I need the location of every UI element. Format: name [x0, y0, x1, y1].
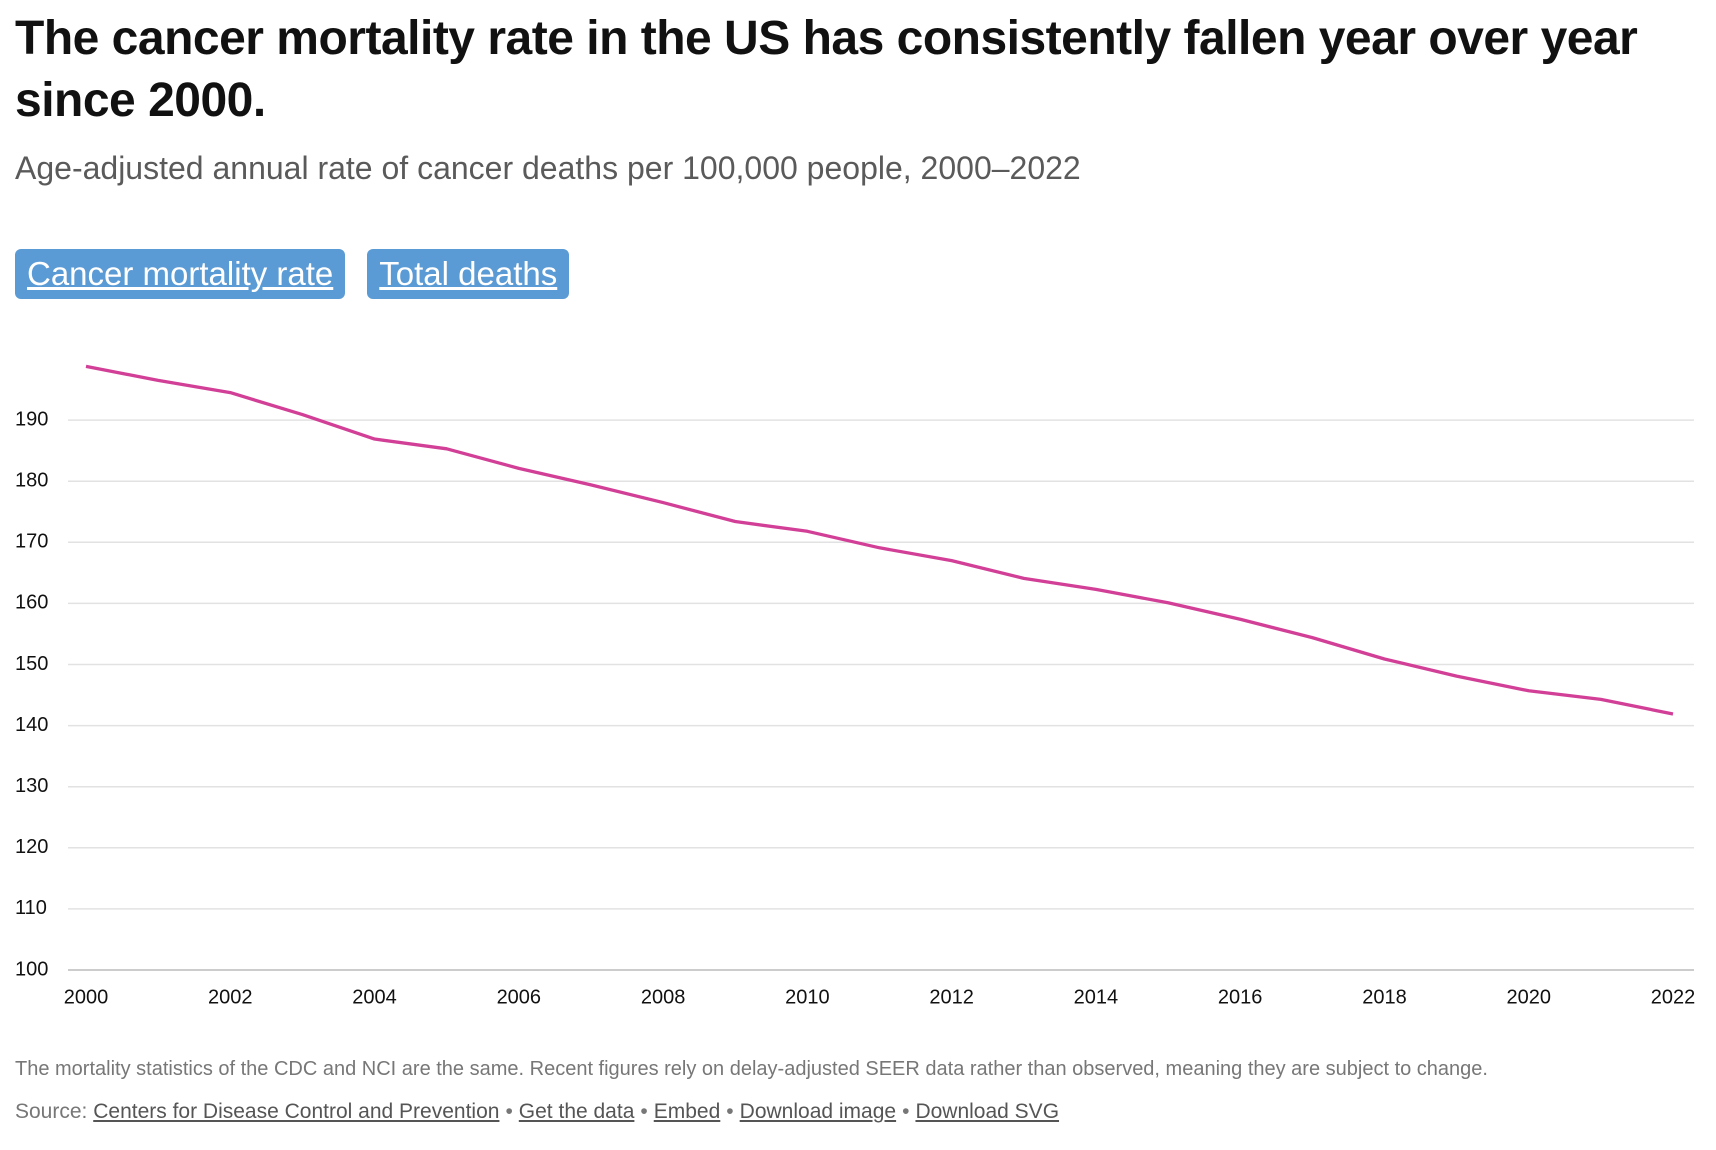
- y-tick-label: 100: [15, 958, 48, 980]
- chart: 100 110 120 130 140 150 160 170 180 190 2000 2002 20…: [15, 364, 1696, 1008]
- link[interactable]: Get the data: [518, 1100, 635, 1123]
- separator: •: [902, 1100, 910, 1123]
- footnote: The mortality statistics of the CDC and …: [15, 1058, 1488, 1080]
- x-tick-label: 2000: [64, 986, 109, 1008]
- y-tick-label: 180: [15, 469, 48, 491]
- x-tick-label: 2022: [1651, 986, 1696, 1008]
- subtitle: Age-adjusted annual rate of cancer death…: [15, 150, 1081, 186]
- x-tick-label: 2006: [497, 986, 542, 1008]
- x-tick-label: 2008: [641, 986, 686, 1008]
- y-tick-label: 190: [15, 408, 48, 430]
- x-tick-label: 2010: [785, 986, 830, 1008]
- x-tick-label: 2012: [929, 986, 974, 1008]
- source: Source: Centers for Disease Control and …: [15, 1100, 1059, 1124]
- x-tick-label: 2020: [1506, 986, 1551, 1008]
- x-tick-label: 2014: [1074, 986, 1119, 1008]
- separator: •: [640, 1100, 648, 1123]
- y-tick-label: 110: [15, 897, 47, 919]
- tab[interactable]: Cancer mortality rate: [15, 249, 346, 299]
- title: The cancer mortality rate in the US has …: [15, 12, 1638, 127]
- link[interactable]: Centers for Disease Control and Preventi…: [93, 1100, 500, 1123]
- tabs: Cancer mortality rate Total deaths: [15, 249, 570, 299]
- separator: •: [726, 1100, 734, 1123]
- separator: •: [505, 1100, 513, 1123]
- x-tick-label: 2004: [352, 986, 397, 1008]
- link[interactable]: Download image: [739, 1100, 897, 1123]
- y-tick-label: 160: [15, 592, 48, 614]
- y-tick-label: 120: [15, 836, 48, 858]
- line: [85, 364, 1674, 716]
- tab[interactable]: Total deaths: [367, 249, 570, 299]
- x-tick-label: 2002: [208, 986, 253, 1008]
- y-tick-label: 150: [15, 653, 48, 675]
- x-tick-label: 2018: [1362, 986, 1407, 1008]
- link[interactable]: Download SVG: [915, 1100, 1060, 1123]
- y-tick-label: 140: [15, 714, 48, 736]
- y-tick-label: 170: [15, 531, 48, 553]
- source-label: Source:: [15, 1100, 88, 1123]
- link[interactable]: Embed: [653, 1100, 721, 1123]
- x-tick-label: 2016: [1218, 986, 1263, 1008]
- y-tick-label: 130: [15, 775, 48, 797]
